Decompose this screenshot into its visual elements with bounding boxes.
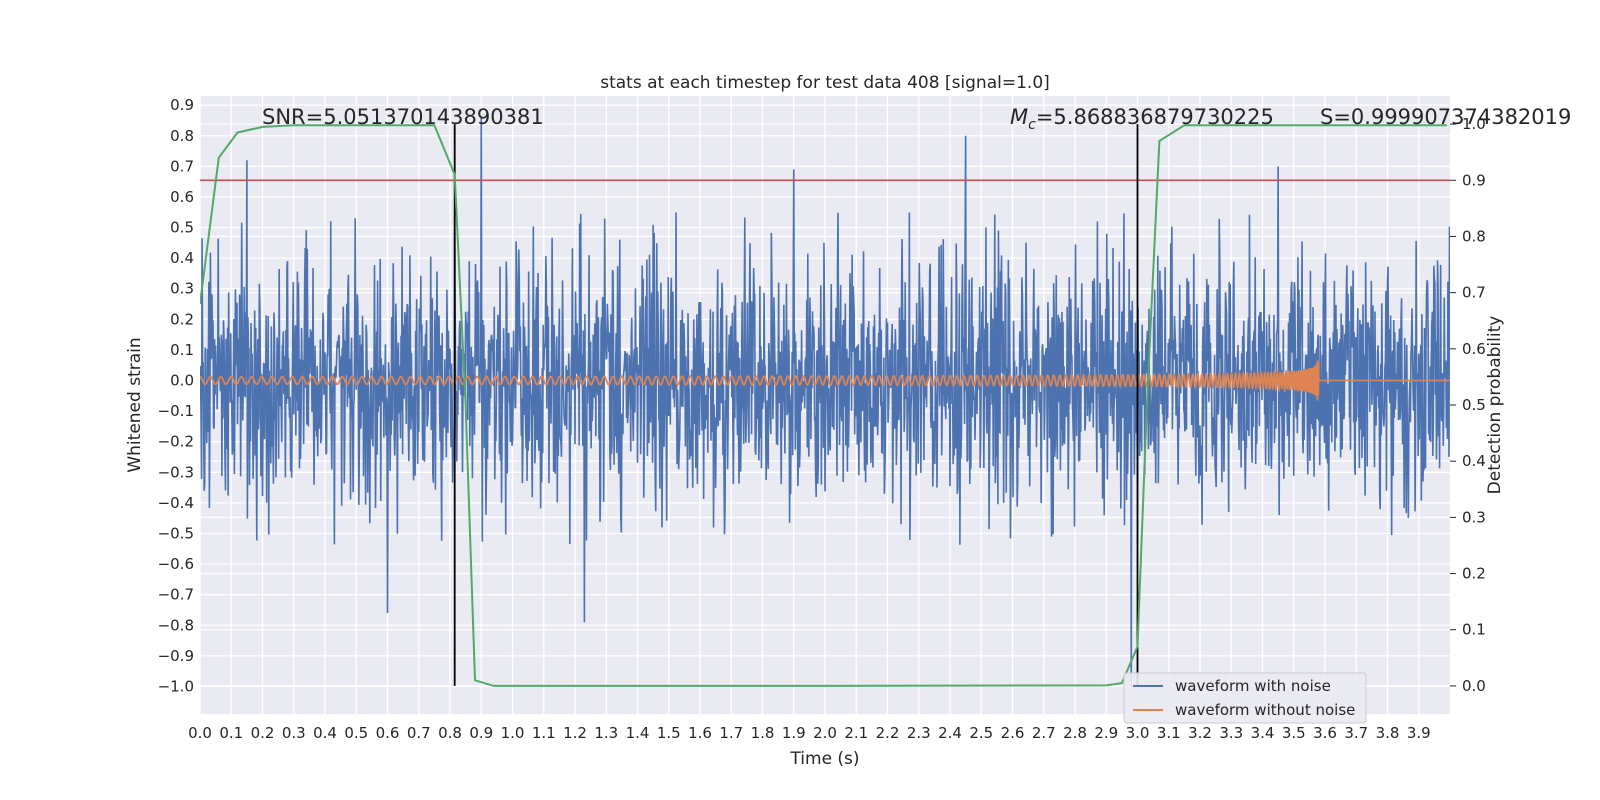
x-tick-label: 0.8 [438,724,462,742]
legend: waveform with noise waveform without noi… [1123,672,1367,724]
y-tick-label: −0.3 [158,463,194,481]
y2-tick-label: 0.1 [1462,621,1486,639]
y2-tick-label: 0.3 [1462,508,1486,526]
x-tick-label: 1.7 [719,724,743,742]
y-tick-label: 0.2 [170,310,194,328]
x-tick-label: 0.2 [251,724,275,742]
y-tick-label: 0.8 [170,127,194,145]
x-tick-label: 0.0 [188,724,212,742]
y-tick-label: −0.6 [158,555,194,573]
y-tick-label: 0.0 [170,372,194,390]
y-tick-label: 0.1 [170,341,194,359]
y-tick-label: −0.1 [158,402,194,420]
s-annotation: S=0.999907374382019 [1320,105,1571,129]
x-axis-label: Time (s) [789,749,859,769]
y2-tick-label: 0.9 [1462,171,1486,189]
y2-tick-label: 0.5 [1462,396,1486,414]
x-tick-label: 2.4 [938,724,962,742]
x-tick-label: 1.4 [626,724,650,742]
series-noisy-waveform [200,117,1450,687]
y-tick-label: 0.3 [170,280,194,298]
y2-axis-label: Detection probability [1485,316,1505,495]
mc-annotation: Mc=5.868836879730225 [1010,105,1274,133]
x-tick-label: 1.3 [594,724,618,742]
y-tick-label: −0.4 [158,494,194,512]
x-tick-label: 2.7 [1032,724,1056,742]
series-detection-probability [200,124,1447,687]
legend-label-noise: waveform with noise [1175,677,1331,695]
x-tick-label: 3.8 [1376,724,1400,742]
chart-title: stats at each timestep for test data 408… [600,73,1050,93]
y-tick-label: −0.2 [158,433,194,451]
y-tick-label: 0.7 [170,157,194,175]
x-tick-label: 3.4 [1251,724,1275,742]
x-tick-label: 0.6 [376,724,400,742]
x-tick-label: 0.3 [282,724,306,742]
x-tick-label: 3.2 [1188,724,1212,742]
x-tick-label: 2.3 [907,724,931,742]
y2-tick-label: 0.0 [1462,677,1486,695]
y2-tick-label: 0.8 [1462,227,1486,245]
y-tick-label: −0.9 [158,647,194,665]
mc-value: =5.868836879730225 [1036,105,1274,129]
y-tick-label: −0.8 [158,616,194,634]
legend-label-clean: waveform without noise [1175,701,1355,719]
y-tick-label: 0.9 [170,96,194,114]
x-axis-ticks: 0.0 0.1 0.2 0.3 0.4 0.5 0.6 0.7 0.8 0.9 1.0 1.1 1.2 1… [188,724,1431,742]
legend-box [1123,672,1367,724]
x-tick-label: 0.9 [469,724,493,742]
x-tick-label: 2.9 [1094,724,1118,742]
y2-tick-label: 0.2 [1462,565,1486,583]
x-tick-label: 1.0 [501,724,525,742]
y-tick-label: −0.7 [158,586,194,604]
x-tick-label: 0.1 [219,724,243,742]
mc-subscript: c [1028,117,1036,133]
x-tick-label: 1.1 [532,724,556,742]
x-tick-label: 3.7 [1344,724,1368,742]
y-axis-label: Whitened strain [125,337,145,472]
x-tick-label: 1.5 [657,724,681,742]
x-tick-label: 3.6 [1313,724,1337,742]
y-tick-label: 0.5 [170,219,194,237]
y2-axis-ticks: 1.0 0.9 0.8 0.7 0.6 0.5 0.4 0.3 0.2 0.1 0.0 [1450,115,1486,695]
x-tick-label: 0.5 [344,724,368,742]
x-tick-label: 2.1 [844,724,868,742]
snr-annotation: SNR=5.051370143890381 [262,105,544,129]
x-tick-label: 1.8 [751,724,775,742]
y2-tick-label: 0.6 [1462,340,1486,358]
plot-series [200,117,1450,687]
series-clean-waveform [200,360,1450,401]
x-tick-label: 2.8 [1063,724,1087,742]
x-tick-label: 2.5 [969,724,993,742]
x-tick-label: 3.3 [1219,724,1243,742]
y-tick-label: −1.0 [158,677,194,695]
x-tick-label: 1.2 [563,724,587,742]
y-axis-ticks: 0.9 0.8 0.7 0.6 0.5 0.4 0.3 0.2 0.1 0.0 −0.1 −0.2 −0… [158,96,194,695]
mc-symbol: M [1010,105,1028,129]
y-tick-label: −0.5 [158,524,194,542]
x-tick-label: 3.5 [1282,724,1306,742]
x-tick-label: 0.7 [407,724,431,742]
x-tick-label: 0.4 [313,724,337,742]
x-tick-label: 2.0 [813,724,837,742]
x-tick-label: 2.6 [1001,724,1025,742]
x-tick-label: 1.6 [688,724,712,742]
y-tick-label: 0.4 [170,249,194,267]
y2-tick-label: 1.0 [1462,115,1486,133]
y2-tick-label: 0.4 [1462,452,1486,470]
y-tick-label: 0.6 [170,188,194,206]
x-tick-label: 1.9 [782,724,806,742]
x-tick-label: 2.2 [876,724,900,742]
x-tick-label: 3.0 [1126,724,1150,742]
y2-tick-label: 0.7 [1462,284,1486,302]
x-tick-label: 3.9 [1407,724,1431,742]
x-tick-label: 3.1 [1157,724,1181,742]
